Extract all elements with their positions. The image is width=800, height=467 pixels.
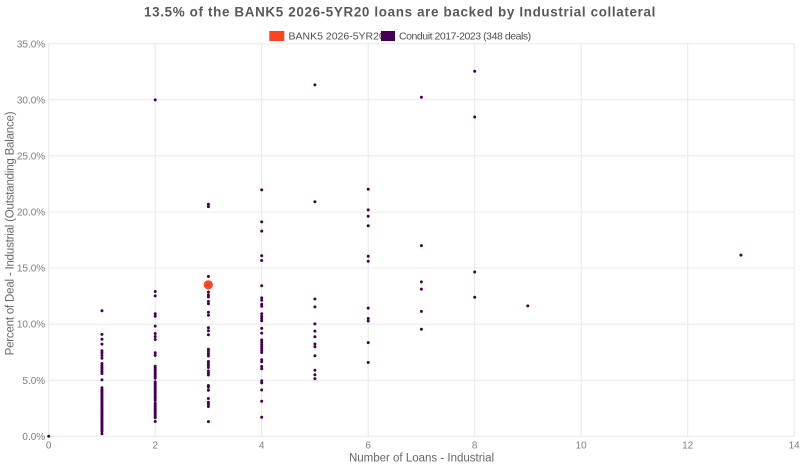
svg-text:8: 8 (472, 441, 478, 452)
svg-text:25.0%: 25.0% (17, 152, 45, 163)
svg-text:Percent of Deal - Industrial (: Percent of Deal - Industrial (Outstandin… (5, 111, 17, 355)
svg-text:6: 6 (365, 441, 371, 452)
svg-text:Conduit 2017-2023 (348 deals): Conduit 2017-2023 (348 deals) (399, 30, 531, 42)
svg-text:15.0%: 15.0% (17, 264, 45, 275)
svg-text:2: 2 (152, 441, 158, 452)
svg-text:35.0%: 35.0% (17, 39, 45, 50)
svg-text:12: 12 (682, 441, 694, 452)
svg-text:5.0%: 5.0% (22, 376, 45, 387)
svg-text:10: 10 (576, 441, 588, 452)
svg-text:Number of Loans - Industrial: Number of Loans - Industrial (349, 453, 494, 465)
svg-text:20.0%: 20.0% (17, 208, 45, 219)
svg-text:13.5% of the BANK5 2026-5YR20: 13.5% of the BANK5 2026-5YR20 loans are … (144, 5, 656, 20)
svg-text:10.0%: 10.0% (17, 320, 45, 331)
svg-text:0: 0 (46, 441, 52, 452)
svg-text:14: 14 (789, 441, 800, 452)
svg-text:4: 4 (259, 441, 265, 452)
svg-text:BANK5 2026-5YR20: BANK5 2026-5YR20 (289, 30, 385, 42)
svg-text:0.0%: 0.0% (22, 432, 45, 443)
svg-text:30.0%: 30.0% (17, 95, 45, 106)
